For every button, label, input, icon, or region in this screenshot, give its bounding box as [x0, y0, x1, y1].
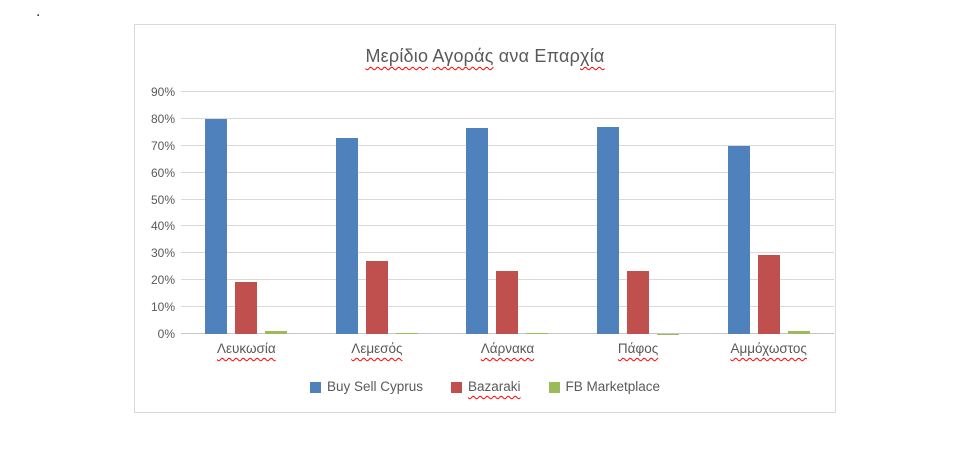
gridline: [181, 171, 834, 173]
bar-fb-marketplace[interactable]: [526, 332, 549, 334]
x-axis-cell: Αμμόχωστος: [703, 340, 834, 362]
gridline: [181, 198, 834, 200]
bar-buy-sell-cyprus[interactable]: [335, 137, 358, 334]
bar-buy-sell-cyprus[interactable]: [466, 128, 489, 334]
bar-bazaraki[interactable]: [627, 270, 650, 334]
y-tick-label: 30%: [150, 246, 175, 261]
bar-buy-sell-cyprus[interactable]: [727, 145, 750, 334]
title-word: Αγοράς: [432, 46, 494, 66]
x-axis-cell: Λεμεσός: [312, 340, 443, 362]
y-axis[interactable]: 0% 10% 20% 30% 40% 50% 60% 70% 80% 90%: [135, 85, 175, 341]
x-category-label: Λάρνακα: [480, 341, 535, 356]
title-word: χία: [580, 46, 605, 66]
chart-title[interactable]: Μερίδιο Αγοράς ανα Επαρχία: [135, 44, 835, 68]
gridline: [181, 252, 834, 254]
gridline: [181, 144, 834, 146]
gridline: [181, 91, 834, 92]
gridline: [181, 225, 834, 227]
y-tick-label: 80%: [150, 111, 175, 126]
legend-swatch: [450, 381, 462, 393]
y-tick-label: 10%: [150, 300, 175, 315]
y-tick-label: 70%: [150, 138, 175, 153]
y-tick-label: 90%: [150, 85, 175, 99]
bar-buy-sell-cyprus[interactable]: [597, 127, 620, 334]
legend-item-bazaraki[interactable]: Bazaraki: [450, 378, 521, 396]
title-word: Μερίδιο: [365, 46, 429, 66]
bar-buy-sell-cyprus[interactable]: [205, 118, 228, 334]
x-axis-cell: Πάφος: [573, 340, 704, 362]
x-axis-cell: Λάρνακα: [442, 340, 573, 362]
bar-group: [181, 92, 312, 334]
bar-fb-marketplace[interactable]: [395, 332, 418, 334]
x-axis-cell: Λευκωσία: [181, 340, 312, 362]
plot-area: [181, 91, 834, 334]
embedded-chart[interactable]: Μερίδιο Αγοράς ανα Επαρχία 0% 10% 20% 30% 40…: [134, 24, 836, 413]
bar-fb-marketplace[interactable]: [265, 331, 288, 334]
y-tick-label: 50%: [150, 192, 175, 207]
legend-label: FB Marketplace: [565, 379, 661, 394]
legend-label: Bazaraki: [467, 379, 521, 394]
y-tick-label: 60%: [150, 165, 175, 180]
x-category-label: Πάφος: [617, 341, 659, 356]
gridline: [181, 117, 834, 119]
bar-group: [703, 92, 834, 334]
y-tick-label: 40%: [150, 219, 175, 234]
bar-bazaraki[interactable]: [365, 261, 388, 334]
bar-groups: [181, 92, 834, 334]
x-category-label: Αμμόχωστος: [730, 341, 807, 356]
legend-item-buy-sell-cyprus[interactable]: Buy Sell Cyprus: [309, 378, 423, 396]
bar-group: [573, 92, 704, 334]
x-axis[interactable]: Λευκωσία Λεμεσός Λάρνακα Πάφος Αμμόχωστος: [181, 340, 834, 362]
x-category-label: Λευκωσία: [216, 341, 276, 356]
bar-group: [442, 92, 573, 334]
bar-bazaraki[interactable]: [496, 270, 519, 334]
bar-fb-marketplace[interactable]: [787, 331, 810, 334]
title-word: Επαρ: [534, 46, 581, 66]
y-tick-label: 20%: [150, 273, 175, 288]
bar-bazaraki[interactable]: [757, 254, 780, 334]
stray-period: .: [36, 3, 41, 20]
bar-group: [312, 92, 443, 334]
title-word: ανα: [498, 46, 530, 66]
bar-fb-marketplace[interactable]: [657, 333, 680, 334]
x-category-label: Λεμεσός: [351, 341, 403, 356]
legend-item-fb-marketplace[interactable]: FB Marketplace: [548, 378, 661, 396]
legend[interactable]: Buy Sell Cyprus Bazaraki FB Marketplace: [135, 376, 835, 398]
y-tick-label: 0%: [157, 327, 175, 341]
bar-bazaraki[interactable]: [235, 281, 258, 334]
legend-label: Buy Sell Cyprus: [326, 379, 423, 394]
legend-swatch: [309, 381, 321, 393]
legend-swatch: [548, 381, 560, 393]
